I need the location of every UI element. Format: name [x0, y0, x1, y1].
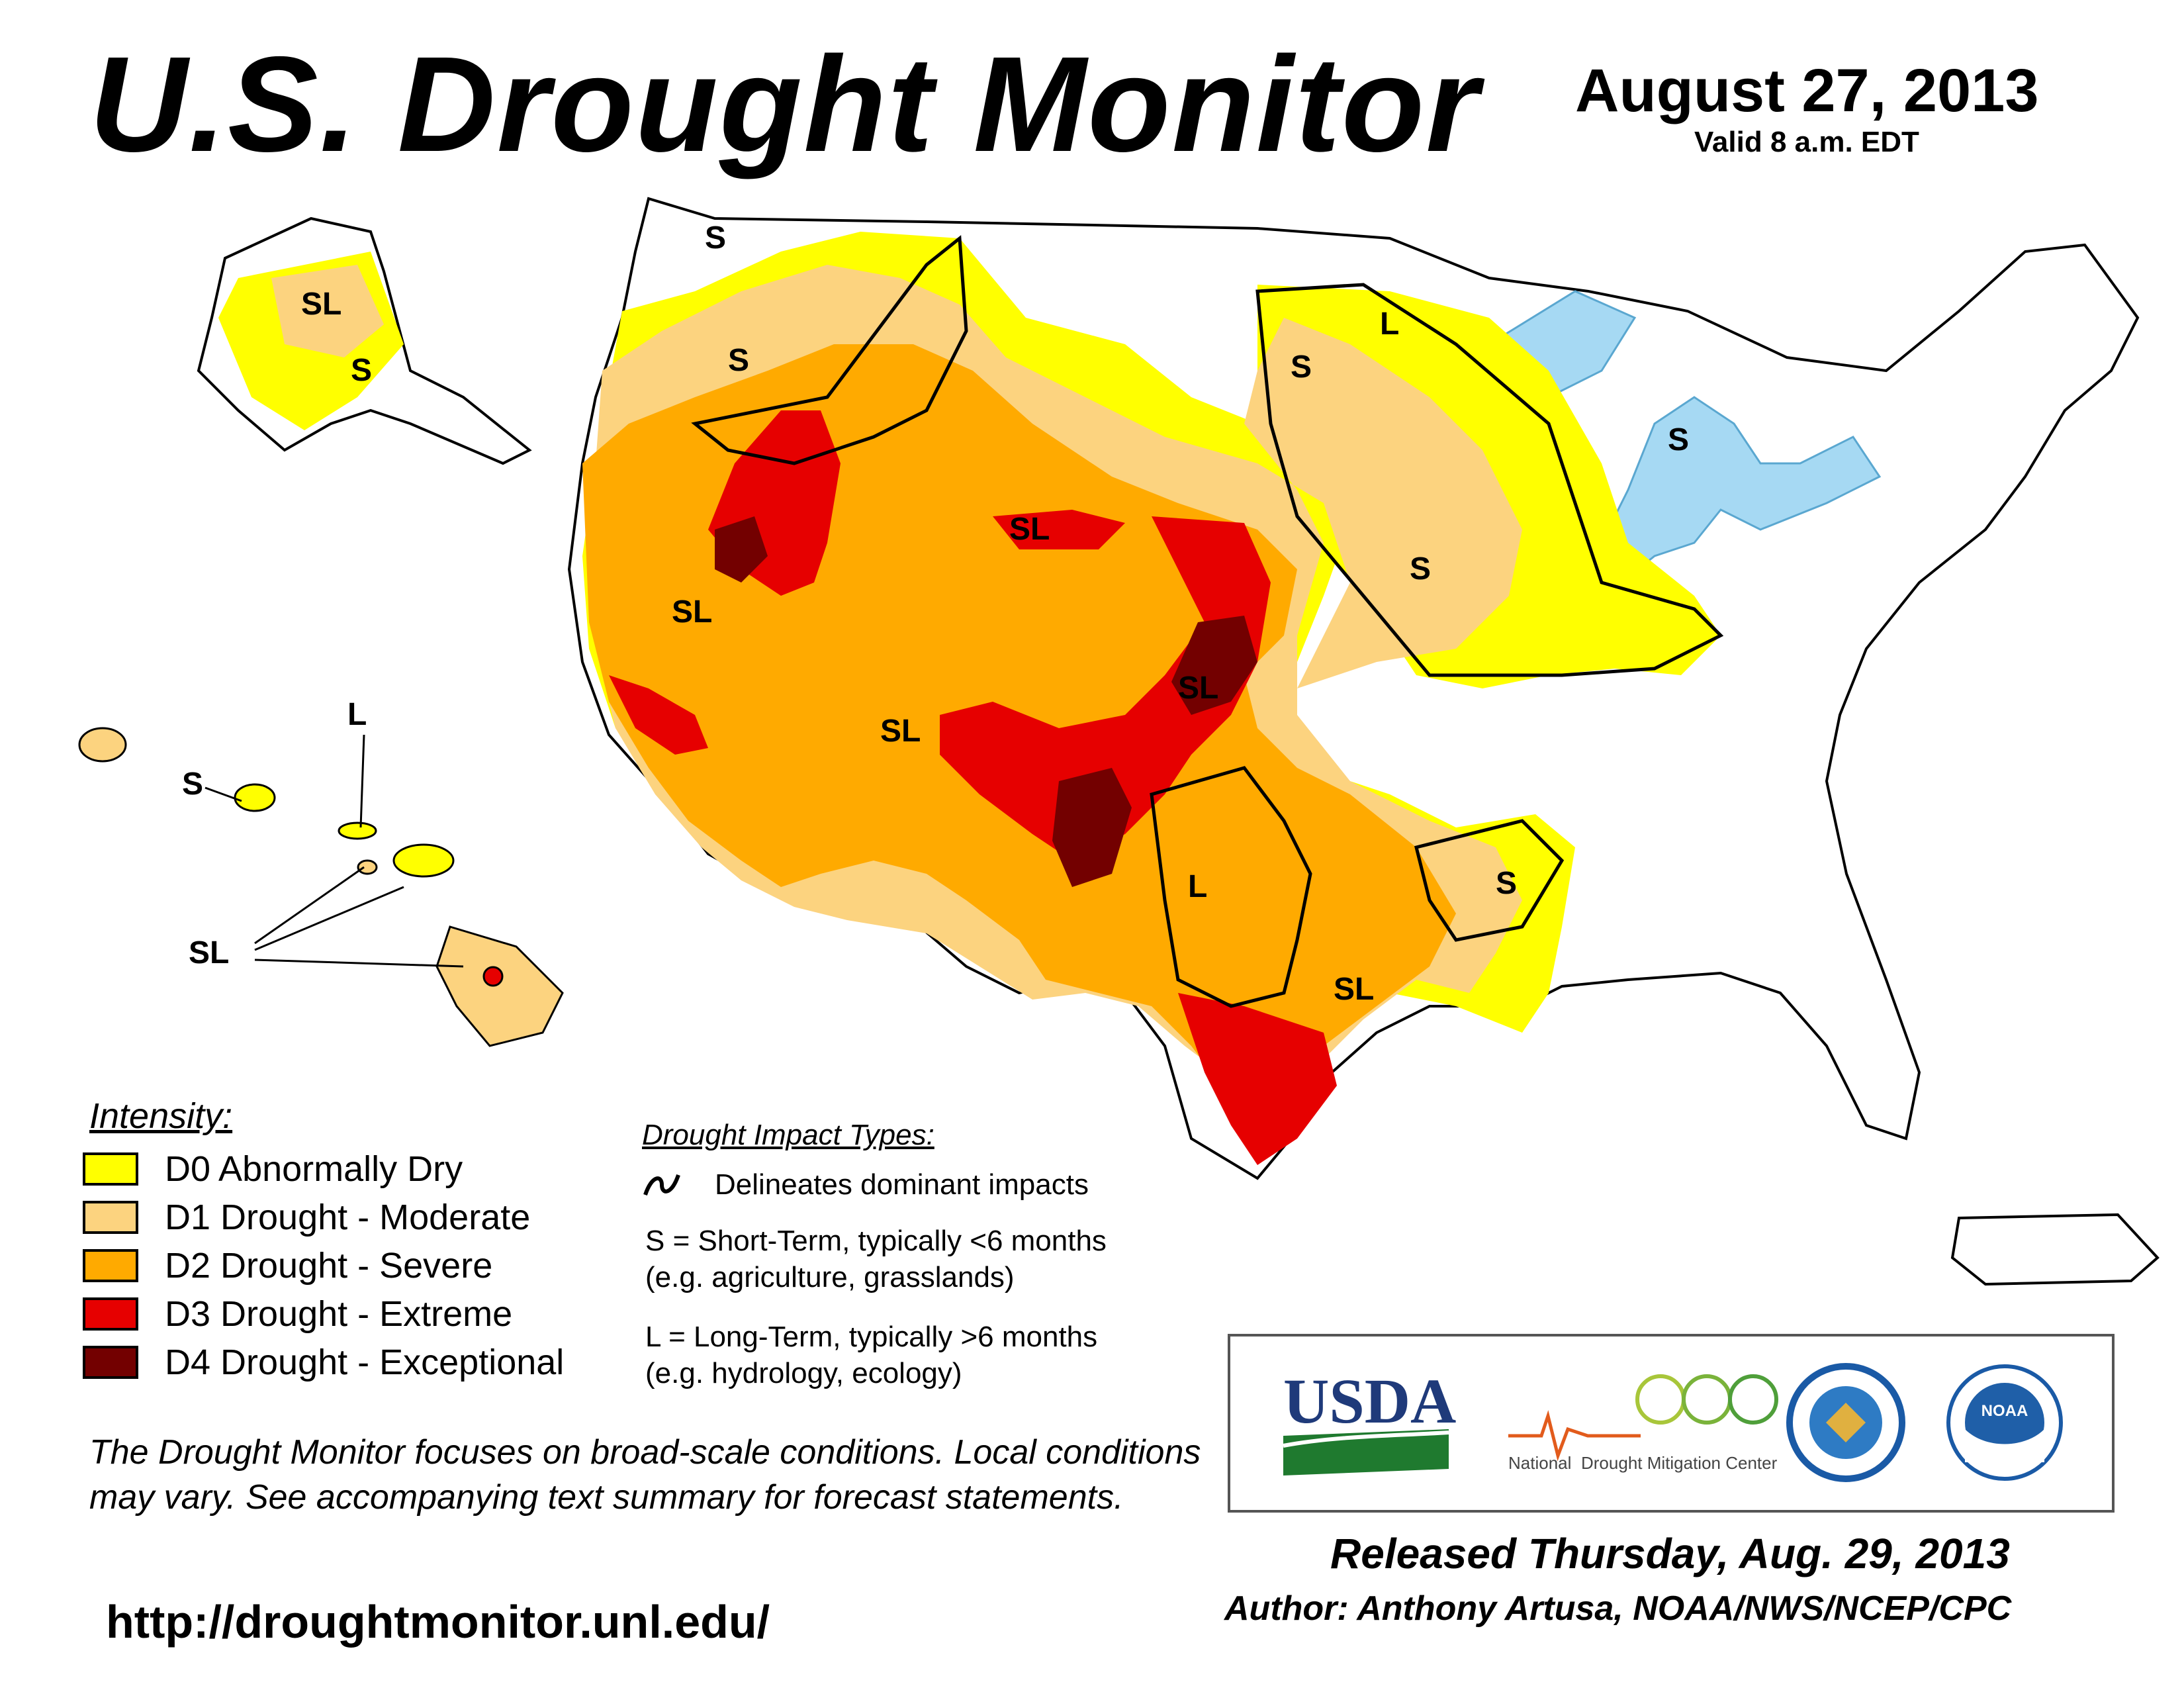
region-label: SL	[1334, 972, 1374, 1007]
region-label: S	[1291, 350, 1312, 385]
legend-item-d0: D0 Abnormally Dry	[83, 1149, 463, 1190]
usda-logo: USDA	[1283, 1366, 1456, 1476]
d3-plains	[940, 516, 1271, 861]
impact-outline-south	[1150, 766, 1565, 1008]
region-label: L	[1380, 306, 1399, 342]
d3-texas	[1178, 993, 1337, 1165]
region-label: S	[1668, 422, 1689, 457]
legend-item-d4: D4 Drought - Exceptional	[83, 1342, 564, 1383]
alaska-d1	[271, 265, 384, 357]
puerto-rico	[1950, 1213, 2160, 1286]
legend-item-d2: D2 Drought - Severe	[83, 1245, 492, 1286]
d4-nevada	[715, 516, 768, 583]
region-label: S	[351, 353, 372, 388]
impact-short-term: S = Short-Term, typically <6 months	[645, 1225, 1107, 1257]
legend-item-d1: D1 Drought - Moderate	[83, 1197, 530, 1238]
svg-text:Drought Mitigation Center: Drought Mitigation Center	[1581, 1453, 1778, 1473]
d4-swatch	[83, 1346, 138, 1379]
d4-new-mexico	[1052, 768, 1132, 887]
impact-line-icon	[643, 1174, 680, 1196]
valid-time: Valid 8 a.m. EDT	[1694, 126, 1919, 158]
map-date: August 27, 2013	[1575, 57, 2039, 124]
d3-wyoming	[993, 510, 1125, 549]
hawaii-pointers	[205, 734, 464, 968]
svg-text:National: National	[1508, 1453, 1571, 1473]
d3-swatch	[83, 1297, 138, 1331]
agency-logos: USDA National Drought Mitigation Center …	[1228, 1334, 2115, 1513]
d2-swatch	[83, 1249, 138, 1282]
legend-label: D1 Drought - Moderate	[165, 1197, 531, 1237]
impact-short-term-eg: (e.g. agriculture, grasslands)	[645, 1261, 1015, 1293]
d0-swatch	[83, 1152, 138, 1186]
noaa-seal: NOAA	[1946, 1364, 2063, 1481]
region-label: S	[728, 343, 749, 378]
legend-label: D4 Drought - Exceptional	[165, 1342, 565, 1382]
legend-label: D3 Drought - Extreme	[165, 1294, 513, 1334]
region-label: S	[182, 767, 203, 802]
impact-delineates: Delineates dominant impacts	[715, 1168, 1089, 1201]
region-label: SL	[672, 594, 712, 630]
impact-long-term: L = Long-Term, typically >6 months	[645, 1321, 1098, 1353]
d4-colorado	[1171, 616, 1257, 715]
region-label: L	[347, 697, 367, 732]
region-label: SL	[880, 714, 921, 749]
svg-text:USDA: USDA	[1283, 1366, 1456, 1436]
impact-outline-west	[691, 235, 968, 465]
legend-label: D2 Drought - Severe	[165, 1246, 493, 1286]
hawaii	[78, 727, 564, 1047]
legend-item-d3: D3 Drought - Extreme	[83, 1293, 512, 1335]
commerce-seal	[1786, 1363, 1905, 1482]
region-label: L	[1188, 869, 1207, 904]
region-label: S	[1496, 866, 1517, 901]
impact-outline-north	[1255, 283, 1724, 677]
region-label: SL	[1178, 671, 1218, 706]
region-label: S	[705, 220, 726, 256]
legend-title: Intensity:	[89, 1096, 233, 1136]
region-label: SL	[1009, 512, 1050, 547]
impact-types-title: Drought Impact Types:	[642, 1119, 934, 1151]
ndmc-logo: National Drought Mitigation Center	[1508, 1374, 1778, 1473]
region-label: SL	[189, 935, 229, 970]
release-date: Released Thursday, Aug. 29, 2013	[1330, 1530, 2010, 1577]
d3-california	[609, 675, 708, 755]
region-label: SL	[301, 287, 341, 322]
website-link[interactable]: http://droughtmonitor.unl.edu/	[106, 1596, 770, 1648]
impact-long-term-eg: (e.g. hydrology, ecology)	[645, 1357, 962, 1389]
author: Author: Anthony Artusa, NOAA/NWS/NCEP/CP…	[1224, 1589, 2012, 1628]
legend-label: D0 Abnormally Dry	[165, 1149, 463, 1189]
region-label: S	[1410, 551, 1431, 586]
svg-text:NOAA: NOAA	[1981, 1402, 2028, 1420]
disclaimer-note: The Drought Monitor focuses on broad-sca…	[89, 1433, 1201, 1517]
page-title: U.S. Drought Monitor	[89, 28, 1480, 180]
d1-swatch	[83, 1201, 138, 1234]
